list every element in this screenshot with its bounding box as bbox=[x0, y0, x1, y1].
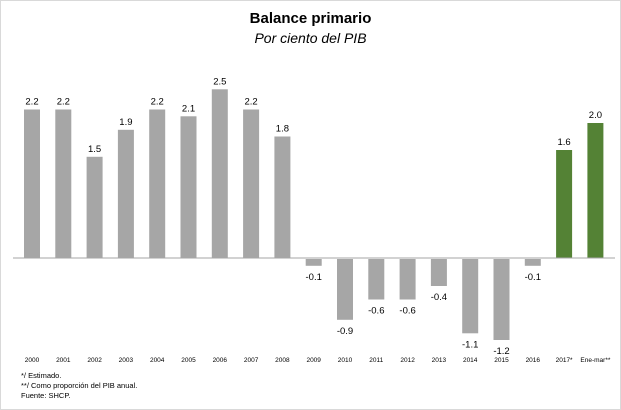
category-label-2012: 2012 bbox=[400, 357, 415, 364]
bar-2012 bbox=[399, 259, 416, 300]
category-label-2000: 2000 bbox=[25, 357, 40, 364]
data-label-2009: -0.1 bbox=[306, 272, 322, 283]
footnote-pib-proportion: **/ Como proporción del PIB anual. bbox=[21, 381, 138, 390]
data-label-2011: -0.6 bbox=[368, 306, 384, 317]
bar-2008 bbox=[274, 136, 291, 258]
bar-2006 bbox=[211, 89, 228, 259]
category-label-2015: 2015 bbox=[494, 357, 509, 364]
bar-2005 bbox=[180, 116, 197, 259]
bar-2017 bbox=[556, 150, 573, 258]
category-label-2010: 2010 bbox=[338, 357, 353, 364]
data-label-2013: -0.4 bbox=[431, 292, 447, 303]
bar-2001 bbox=[55, 109, 72, 258]
data-label-2003: 1.9 bbox=[119, 117, 132, 128]
category-label-2009: 2009 bbox=[306, 357, 321, 364]
data-label-2004: 2.2 bbox=[151, 97, 164, 108]
data-label-2006: 2.5 bbox=[213, 76, 226, 87]
category-label-2016: 2016 bbox=[526, 357, 541, 364]
category-label-2007: 2007 bbox=[244, 357, 259, 364]
chart-subtitle: Por ciento del PIB bbox=[254, 30, 367, 46]
bar-2007 bbox=[243, 109, 260, 258]
footnote-source: Fuente: SHCP. bbox=[21, 391, 71, 400]
data-label-2001: 2.2 bbox=[57, 97, 70, 108]
bar-2002 bbox=[86, 156, 103, 259]
data-label-2012: -0.6 bbox=[399, 306, 415, 317]
data-label-2005: 2.1 bbox=[182, 103, 195, 114]
footnote-estimated: */ Estimado. bbox=[21, 371, 62, 380]
data-label-2016: -0.1 bbox=[525, 272, 541, 283]
category-label-2006: 2006 bbox=[213, 357, 228, 364]
category-label-2003: 2003 bbox=[119, 357, 134, 364]
data-label-2002: 1.5 bbox=[88, 144, 101, 155]
bar-2016 bbox=[524, 259, 541, 266]
bar-2013 bbox=[430, 259, 447, 286]
data-label-ene-mar: 2.0 bbox=[589, 110, 602, 121]
bar-series bbox=[24, 89, 604, 340]
bar-2004 bbox=[149, 109, 166, 258]
category-labels: 2000 2001 2002 2003 2004 2005 2006 2007 2008 2009… bbox=[25, 357, 611, 364]
bar-ene-mar bbox=[587, 123, 604, 258]
category-label-2005: 2005 bbox=[181, 357, 196, 364]
chart-title: Balance primario bbox=[249, 10, 372, 27]
bar-2014 bbox=[462, 259, 479, 334]
category-label-2017: 2017* bbox=[556, 357, 573, 364]
data-label-2000: 2.2 bbox=[25, 97, 38, 108]
data-label-2010: -0.9 bbox=[337, 326, 353, 337]
category-label-2008: 2008 bbox=[275, 357, 290, 364]
category-label-2013: 2013 bbox=[432, 357, 447, 364]
bar-2010 bbox=[337, 259, 353, 320]
category-label-2001: 2001 bbox=[56, 357, 71, 364]
category-label-2004: 2004 bbox=[150, 357, 165, 364]
data-label-2017: 1.6 bbox=[557, 137, 570, 148]
category-label-ene-mar: Ene-mar** bbox=[580, 357, 610, 364]
data-label-2007: 2.2 bbox=[244, 97, 257, 108]
data-labels: 2.2 2.2 1.5 1.9 2.2 2.1 2.5 2.2 1.8 -0.1 -0.9 -0.6 -… bbox=[25, 76, 602, 357]
category-label-2011: 2011 bbox=[369, 357, 383, 364]
bar-2000 bbox=[24, 109, 40, 258]
bar-2015 bbox=[493, 259, 510, 340]
category-label-2014: 2014 bbox=[463, 357, 478, 364]
bar-2009 bbox=[305, 259, 322, 266]
bar-2011 bbox=[368, 259, 385, 300]
data-label-2014: -1.1 bbox=[462, 339, 478, 350]
bar-2003 bbox=[117, 129, 134, 259]
data-label-2008: 1.8 bbox=[276, 124, 289, 135]
category-label-2002: 2002 bbox=[87, 357, 102, 364]
data-label-2015: -1.2 bbox=[493, 346, 509, 357]
